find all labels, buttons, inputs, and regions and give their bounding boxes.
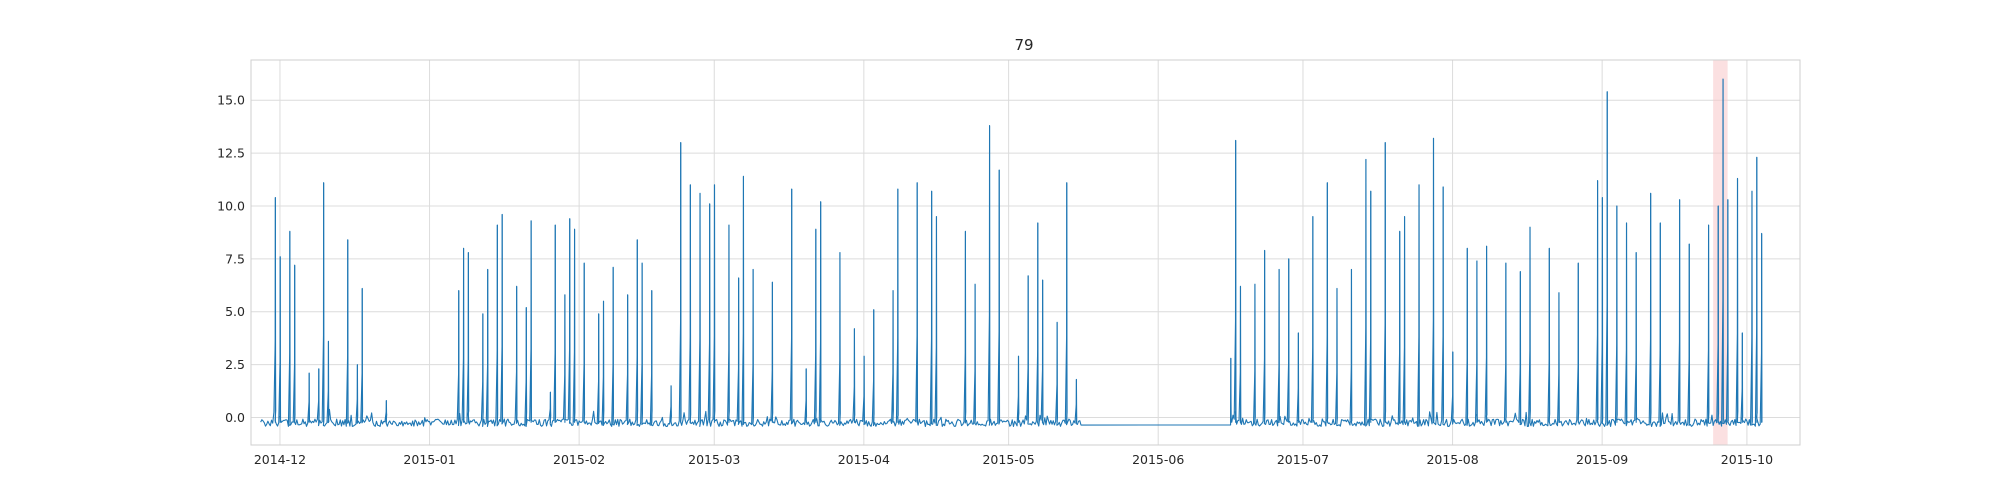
y-tick-label: 2.5	[225, 357, 245, 372]
plot-frame	[250, 59, 1801, 446]
x-tick-label: 2015-09	[1576, 452, 1628, 467]
highlight-band	[1713, 60, 1728, 445]
x-axis: 2014-12 2015-01 2015-02 2015-03 2015-04 2015-…	[254, 452, 1773, 467]
y-tick-label: 7.5	[225, 251, 245, 266]
y-tick-label: 0.0	[225, 410, 245, 425]
chart-title: 79	[1014, 36, 1033, 54]
y-tick-label: 15.0	[217, 93, 245, 108]
y-tick-label: 5.0	[225, 304, 245, 319]
y-tick-label: 12.5	[217, 146, 245, 161]
x-tick-label: 2015-06	[1132, 452, 1184, 467]
x-tick-label: 2015-03	[688, 452, 740, 467]
data-series	[260, 78, 1763, 428]
x-tick-label: 2015-04	[838, 452, 890, 467]
y-tick-label: 10.0	[217, 198, 245, 213]
y-axis: 0.0 2.5 5.0 7.5 10.0 12.5 15.0	[217, 93, 245, 425]
x-tick-label: 2015-01	[403, 452, 455, 467]
x-tick-label: 2015-02	[553, 452, 605, 467]
x-tick-label: 2015-08	[1426, 452, 1478, 467]
x-tick-label: 2015-07	[1277, 452, 1329, 467]
x-tick-label: 2014-12	[254, 452, 306, 467]
x-tick-label: 2015-05	[982, 452, 1034, 467]
x-tick-label: 2015-10	[1721, 452, 1773, 467]
